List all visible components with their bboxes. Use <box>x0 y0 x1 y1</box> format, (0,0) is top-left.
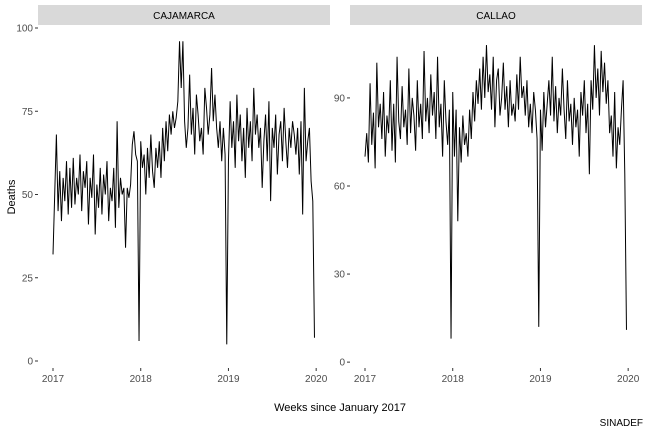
y-tick-label: 100 <box>16 23 33 34</box>
y-tick-label: 25 <box>22 273 34 284</box>
x-tick-label: 2017 <box>354 374 377 385</box>
y-tick-label: 75 <box>22 107 34 118</box>
x-tick-label: 2020 <box>305 374 328 385</box>
caption: SINADEF <box>600 418 643 429</box>
y-tick-label: 60 <box>334 181 346 192</box>
facet-title: CAJAMARCA <box>153 11 215 22</box>
y-axis-label: Deaths <box>6 179 18 214</box>
x-tick-label: 2018 <box>130 374 153 385</box>
x-tick-label: 2019 <box>529 374 552 385</box>
x-tick-label: 2019 <box>217 374 240 385</box>
y-tick-label: 30 <box>334 270 346 281</box>
x-axis-label: Weeks since January 2017 <box>274 402 406 414</box>
y-tick-label: 0 <box>339 358 345 369</box>
facet-title: CALLAO <box>476 11 516 22</box>
facet-strip <box>350 5 642 25</box>
y-tick-label: 0 <box>27 357 33 368</box>
facet-strip <box>38 5 330 25</box>
x-tick-label: 2018 <box>442 374 465 385</box>
x-tick-label: 2017 <box>42 374 65 385</box>
data-line <box>364 45 627 339</box>
data-line <box>52 41 315 345</box>
y-tick-label: 90 <box>334 93 346 104</box>
y-tick-label: 50 <box>22 190 34 201</box>
x-tick-label: 2020 <box>617 374 640 385</box>
